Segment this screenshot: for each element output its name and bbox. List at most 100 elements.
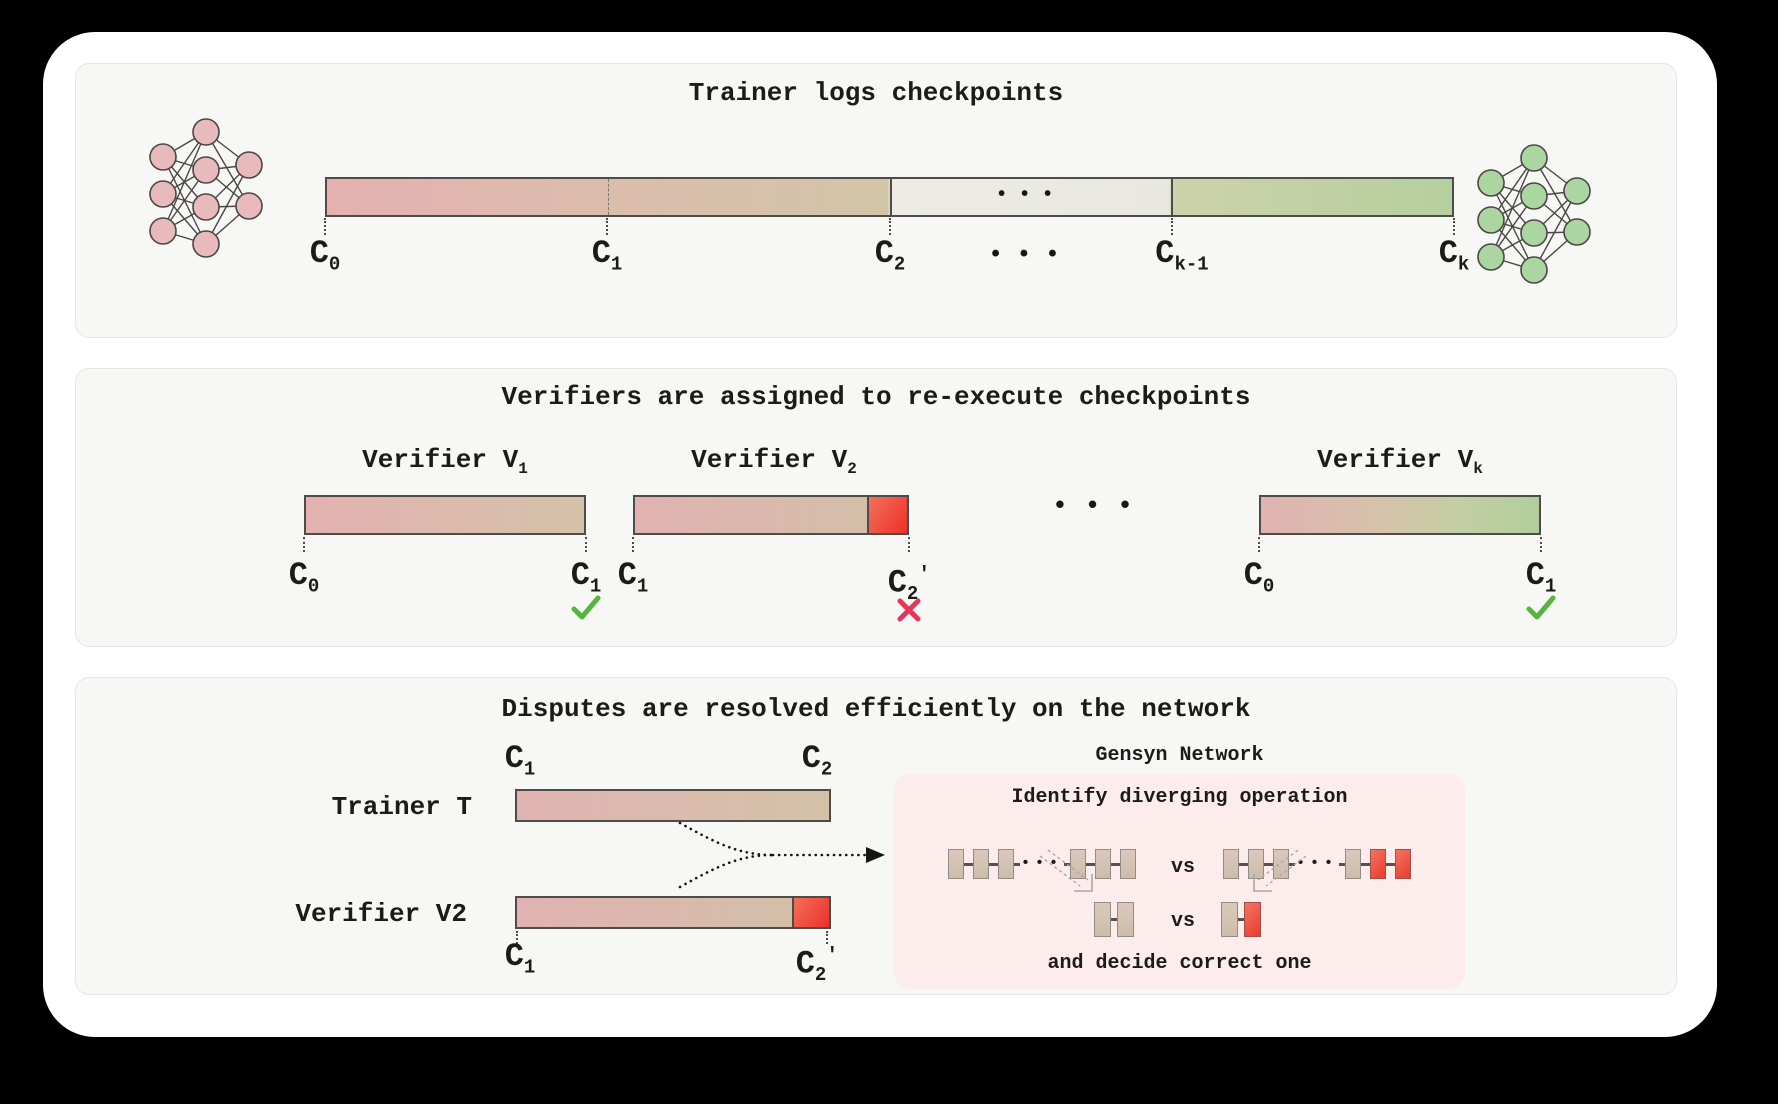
op-connector — [1111, 918, 1117, 921]
trainer-op-sequence: ••• — [948, 849, 1137, 879]
cp-sub: 2 — [906, 583, 919, 606]
verifier2-bar — [633, 495, 909, 535]
gensyn-network-title: Gensyn Network — [1095, 744, 1264, 767]
checkpoint-label-c1: C1 — [557, 237, 657, 281]
op-connector — [1014, 862, 1020, 866]
verifier-name-text: Verifier V — [691, 445, 848, 475]
trainer-bar — [515, 789, 831, 822]
panel-verifiers-reexecute: Verifiers are assigned to re-execute che… — [75, 368, 1677, 647]
verifier2-tick-end — [908, 537, 910, 552]
cp-sub: 0 — [1262, 575, 1275, 598]
diverging-segment — [867, 497, 907, 533]
tick-c1 — [606, 218, 608, 235]
op-block — [1094, 902, 1111, 937]
verifierk-start-label: C0 — [1209, 559, 1309, 603]
gensyn-network-box: Identify diverging operation ••• vs — [894, 774, 1465, 989]
verifier-v2-bar — [515, 896, 831, 929]
panel1-title: Trainer logs checkpoints — [688, 78, 1064, 108]
verifier-v2-tick-end — [826, 931, 828, 944]
dispute-merge-arrow — [678, 821, 885, 889]
op-connector — [1086, 862, 1096, 866]
trainer-start-label: C1 — [470, 742, 570, 786]
op-block — [948, 849, 964, 879]
op-connector — [1064, 862, 1071, 866]
cp-sub: 0 — [328, 253, 341, 276]
tick-c2 — [889, 218, 891, 235]
verifier-name-text: Verifier V — [362, 445, 519, 475]
tick-c0 — [324, 218, 326, 235]
trainer-end-label: C2 — [767, 742, 867, 786]
cp-base: C — [801, 740, 821, 777]
op-ellipsis: ••• — [1296, 855, 1339, 872]
bar-ellipsis: ••• — [995, 184, 1065, 207]
op-block — [1248, 849, 1264, 879]
cp-sub: 1 — [1544, 575, 1557, 598]
vs-label: vs — [1170, 910, 1195, 933]
cp-sub: 2 — [814, 964, 827, 987]
op-connector — [1289, 862, 1295, 866]
checkpoint-label-ck1: Ck-1 — [1122, 237, 1242, 281]
cp-prime: ′ — [826, 945, 839, 968]
verifier1-tick-start — [303, 537, 305, 552]
verifier1-bar — [304, 495, 586, 535]
checkpoint-label-c0: C0 — [275, 237, 375, 281]
check-icon — [571, 595, 601, 620]
checkpoint-label-ck: Ck — [1404, 237, 1504, 281]
op-connector — [1361, 862, 1371, 866]
cp-sub: 1 — [523, 758, 536, 781]
cp-sub: 1 — [610, 253, 623, 276]
cross-icon — [897, 598, 921, 622]
training-timeline-bar: ••• — [325, 177, 1454, 217]
cp-sub: 1 — [589, 575, 602, 598]
cp-prime: ′ — [918, 564, 931, 587]
verifier-name-sub: 1 — [518, 460, 528, 479]
verifier2-tick-start — [632, 537, 634, 552]
segment-separator-c2 — [889, 179, 892, 215]
decide-correct-text: and decide correct one — [1047, 952, 1312, 975]
panel-trainer-logs-checkpoints: Trainer logs checkpoints — [75, 63, 1677, 338]
verifier1-tick-end — [585, 537, 587, 552]
op-block — [1095, 849, 1112, 879]
cp-sub: 0 — [307, 575, 320, 598]
trainer-op-pair — [1094, 902, 1134, 937]
verifierk-bar — [1259, 495, 1541, 535]
checkpoint-label-c2: C2 — [840, 237, 940, 281]
op-connector — [1339, 862, 1346, 866]
cp-base: C — [504, 938, 524, 975]
arrow-bracket — [1074, 874, 1093, 892]
verifier1-name: Verifier V1 — [345, 445, 545, 478]
op-block-diverging — [1370, 849, 1387, 879]
cp-sub: k — [1457, 253, 1470, 276]
panel-dispute-resolution: Disputes are resolved efficiently on the… — [75, 677, 1677, 995]
vs-label: vs — [1170, 856, 1195, 879]
cp-sub: 2 — [820, 758, 833, 781]
verifierk-tick-start — [1258, 537, 1260, 552]
op-block — [1345, 849, 1362, 879]
op-connector — [989, 862, 998, 866]
op-connector — [964, 862, 973, 866]
cp-base: C — [1155, 235, 1175, 272]
cp-base: C — [591, 235, 611, 272]
verifier-op-pair — [1221, 902, 1261, 937]
verifierk-end-label: C1 — [1491, 559, 1591, 603]
op-block — [998, 849, 1014, 879]
verifier-name-sub: 2 — [847, 460, 857, 479]
op-ellipsis: ••• — [1021, 855, 1064, 872]
op-connector — [1238, 918, 1244, 921]
op-block — [1117, 902, 1134, 937]
arrow-bracket — [1253, 874, 1272, 892]
verifier1-start-label: C0 — [254, 559, 354, 603]
check-icon — [1526, 595, 1556, 620]
cp-base: C — [1525, 557, 1545, 594]
verifiers-ellipsis: ••• — [1052, 491, 1150, 521]
trainer-label: Trainer T — [331, 792, 472, 822]
cp-base: C — [504, 740, 524, 777]
cp-base: C — [887, 564, 907, 602]
op-block-diverging — [1395, 849, 1412, 879]
verifier-v2-end-label: C2′ — [767, 940, 867, 992]
segment-separator-ck1 — [1170, 179, 1173, 215]
tick-ck — [1453, 218, 1455, 235]
cp-base: C — [874, 235, 894, 272]
cp-base: C — [795, 945, 815, 983]
